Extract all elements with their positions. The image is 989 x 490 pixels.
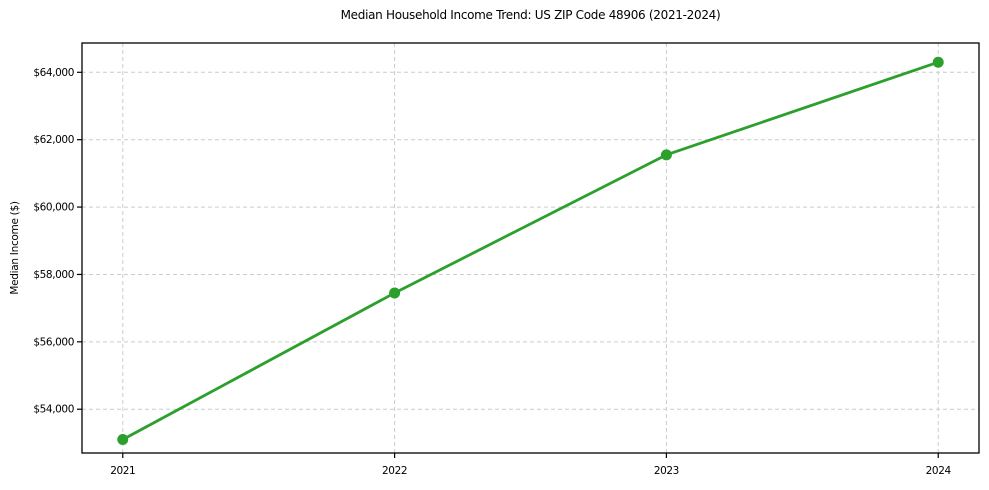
x-tick-label: 2022: [382, 465, 407, 477]
plot-frame: [81, 42, 980, 454]
y-tick-label: $56,000: [33, 336, 74, 348]
data-point-marker: [660, 149, 672, 161]
y-tick-label: $64,000: [33, 67, 74, 79]
y-tick-label: $60,000: [33, 202, 74, 214]
y-tick-label: $54,000: [33, 404, 74, 416]
chart-title: Median Household Income Trend: US ZIP Co…: [340, 8, 721, 22]
x-tick-label: 2024: [926, 465, 952, 477]
income-trend-line: [121, 60, 940, 441]
y-tick-label: $62,000: [33, 134, 74, 146]
data-point-marker: [389, 287, 401, 299]
data-point-marker: [932, 56, 944, 68]
data-point-marker: [117, 434, 129, 446]
y-tick-label: $58,000: [33, 269, 74, 281]
x-tick-label: 2021: [110, 465, 135, 477]
x-tick-label: 2023: [654, 465, 679, 477]
